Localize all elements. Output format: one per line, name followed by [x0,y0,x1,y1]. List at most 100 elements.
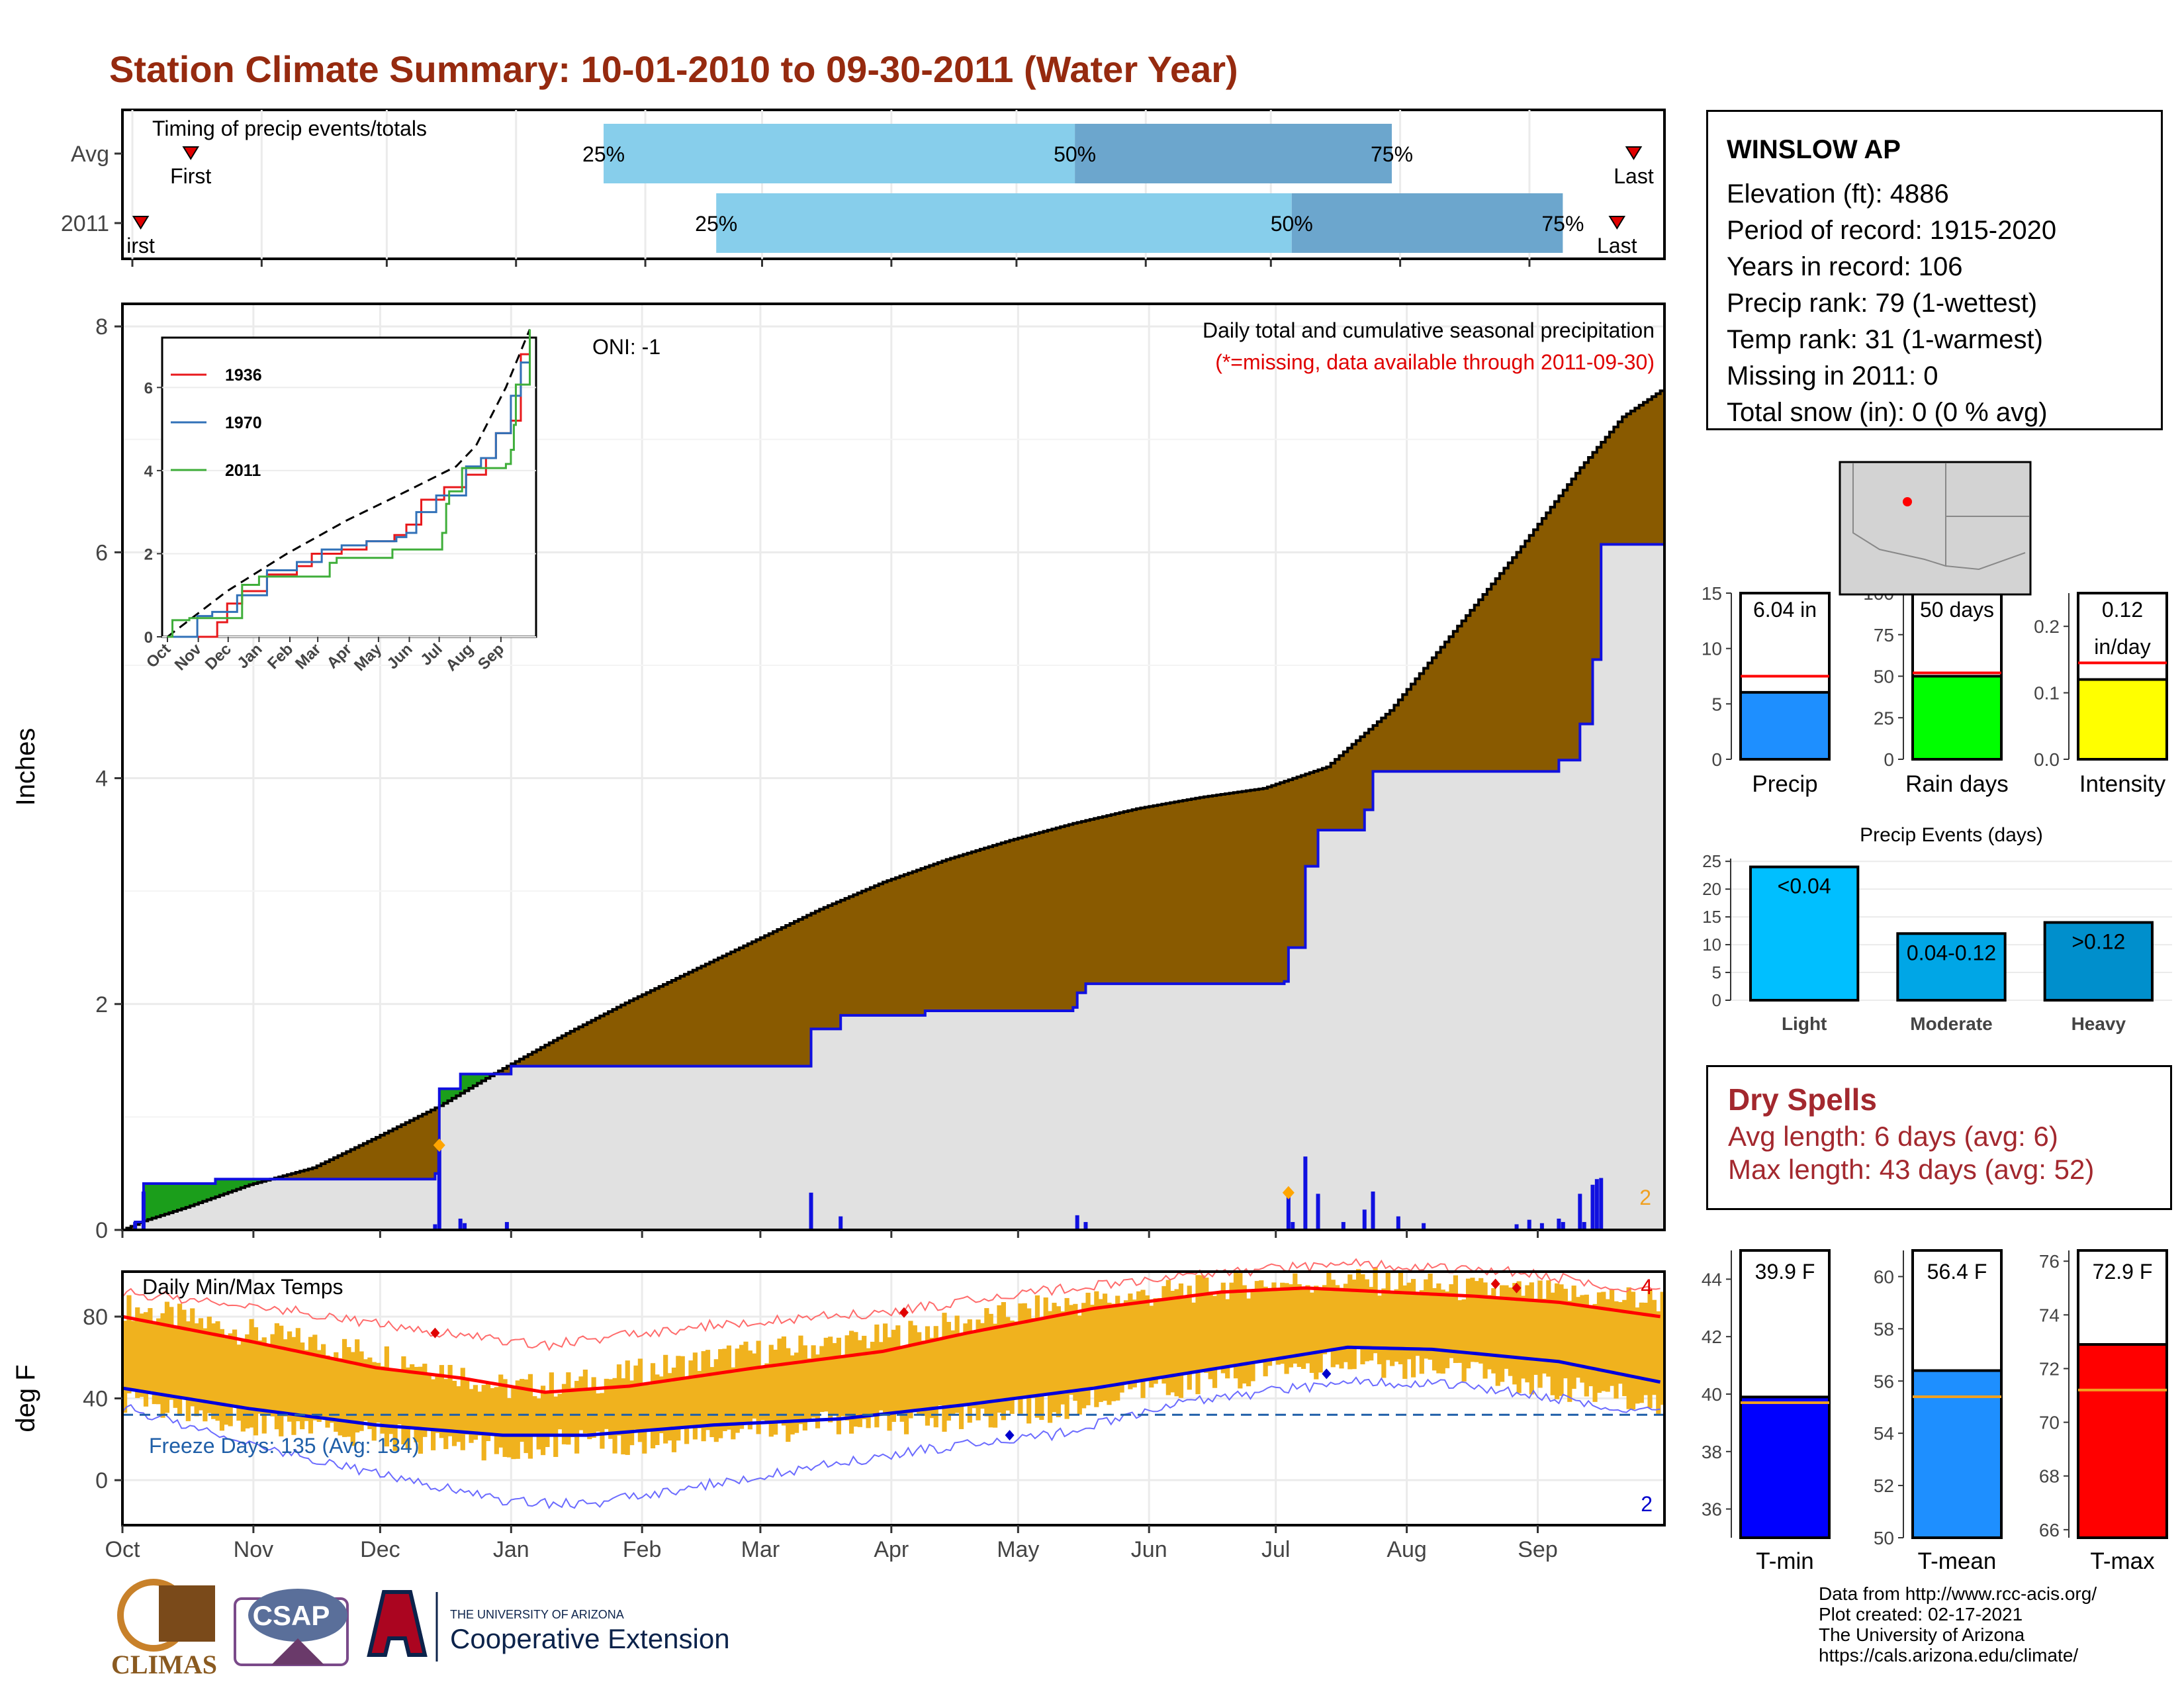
daily-temp-bar [1445,1291,1450,1368]
daily-temp-bar [1183,1295,1188,1375]
daily-temp-bar [169,1307,174,1400]
daily-temp-bar [1457,1300,1463,1363]
daily-temp-bar [908,1321,913,1419]
event-category-label: Heavy [2071,1013,2126,1034]
daily-temp-bar [1250,1291,1255,1382]
ua-logo-a [367,1590,428,1657]
daily-temp-bar [887,1337,892,1431]
daily-precip-bar [1286,1196,1291,1230]
daily-precip-bar [1075,1215,1079,1230]
station-precip-rank: Precip rank: 79 (1-wettest) [1727,289,2038,318]
daily-temp-bar [731,1367,736,1440]
daily-temp-bar [933,1326,938,1428]
daily-temp-bar [925,1326,931,1426]
daily-temp-bar [883,1323,888,1416]
daily-temp-bar [1596,1292,1602,1393]
gauge-bar [2079,679,2165,758]
climas-logo-text: CLIMAS [111,1650,217,1679]
daily-temp-bar [722,1348,727,1431]
daily-temp-bar [895,1325,901,1411]
map-frame [1839,461,2032,596]
gauge-ytick-label: 15 [1702,583,1722,604]
daily-temp-bar [1326,1270,1332,1352]
daily-temp-bar [1356,1269,1361,1349]
daily-precip-bar [1083,1222,1088,1230]
daily-temp-bar [857,1340,862,1427]
daily-temp-bar [341,1338,347,1437]
daily-temp-bar [1482,1282,1488,1379]
daily-temp-bar [1267,1290,1273,1366]
daily-temp-bar [1440,1289,1445,1374]
daily-precip-bar [1578,1194,1582,1230]
event-category-label: Moderate [1910,1013,1992,1034]
daily-temp-bar [713,1359,719,1442]
daily-temp-bar [1479,1278,1484,1364]
daily-temp-bar [143,1312,149,1407]
daily-temp-bar [929,1337,934,1419]
month-label: Oct [105,1537,140,1562]
gauge-value-label: 50 days [1920,598,1994,622]
daily-temp-bar [443,1379,449,1450]
daily-temp-bar [240,1340,246,1432]
gauge-category-label: Precip [1752,771,1817,797]
daily-temp-bar [958,1333,964,1429]
daily-temp-bar [1520,1295,1526,1379]
daily-temp-bar [1259,1280,1264,1363]
station-location-marker [1903,497,1912,506]
daily-temp-bar [122,1321,128,1413]
inset-legend-label: 1970 [225,414,262,432]
daily-temp-bar [1622,1299,1627,1397]
daily-temp-bar [447,1364,453,1436]
daily-temp-bar [257,1340,263,1414]
daily-temp-bar [1157,1297,1163,1380]
inset-ytick-label: 4 [144,463,154,481]
month-label: Jul [1261,1537,1290,1562]
daily-temp-bar [1385,1272,1390,1360]
daily-temp-bar [1254,1281,1259,1363]
temps-ylabel: deg F [11,1364,40,1432]
precip-frame [121,303,1666,1231]
timing-panel: Timing of precip events/totals Avg 25% 50% 7… [61,109,1666,267]
month-label: Jun [1131,1537,1167,1562]
daily-temp-bar [790,1355,795,1434]
daily-temp-bar [1550,1292,1555,1395]
daily-temp-bar [1541,1298,1547,1374]
daily-temp-bar [270,1334,275,1417]
daily-temp-bar [473,1385,478,1440]
daily-temp-bar [135,1307,140,1398]
daily-temp-bar [777,1338,782,1421]
daily-temp-bar [1533,1298,1539,1375]
daily-temp-bar [819,1346,825,1413]
daily-temp-bar [384,1346,389,1447]
daily-temp-bar [1415,1293,1420,1356]
daily-temp-bar [1651,1299,1657,1395]
gauge-category-label: Rain days [1905,771,2009,797]
daily-temp-bar [1107,1302,1112,1405]
daily-temp-bar [798,1335,803,1425]
daily-temp-bar [422,1364,428,1437]
daily-temp-bar [807,1358,812,1419]
ua-small-text: THE UNIVERSITY OF ARIZONA [450,1608,624,1621]
gauge-ytick-label: 54 [1874,1423,1894,1444]
daily-precip-bar [809,1192,813,1230]
daily-temp-bar [786,1348,791,1442]
daily-temp-bar [1588,1305,1594,1387]
daily-temp-bar [1208,1291,1213,1380]
daily-temp-bar [1174,1289,1179,1397]
daily-temp-bar [600,1393,605,1449]
temp-gauges: 36 38 40 42 44 39.9 F T-min 50 52 54 56 58 60 56.4 F T… [1702,1249,2168,1574]
daily-temp-bar [903,1345,909,1434]
daily-temp-bar [841,1356,846,1417]
daily-temp-bar [1216,1291,1222,1367]
event-bar-label: 0.04-0.12 [1907,941,1996,964]
event-bar [2043,921,2154,1002]
daily-temp-bar [768,1344,774,1437]
dry-spells-heading: Dry Spells [1728,1082,1877,1117]
daily-precip-bar [1599,1178,1604,1230]
event-bar [1896,932,2007,1002]
daily-temp-bar [1229,1282,1234,1366]
daily-temp-bar [219,1329,225,1431]
event-bar-label: <0.04 [1778,874,1831,898]
daily-temp-bar [490,1388,495,1434]
daily-temp-bar [1529,1282,1534,1395]
